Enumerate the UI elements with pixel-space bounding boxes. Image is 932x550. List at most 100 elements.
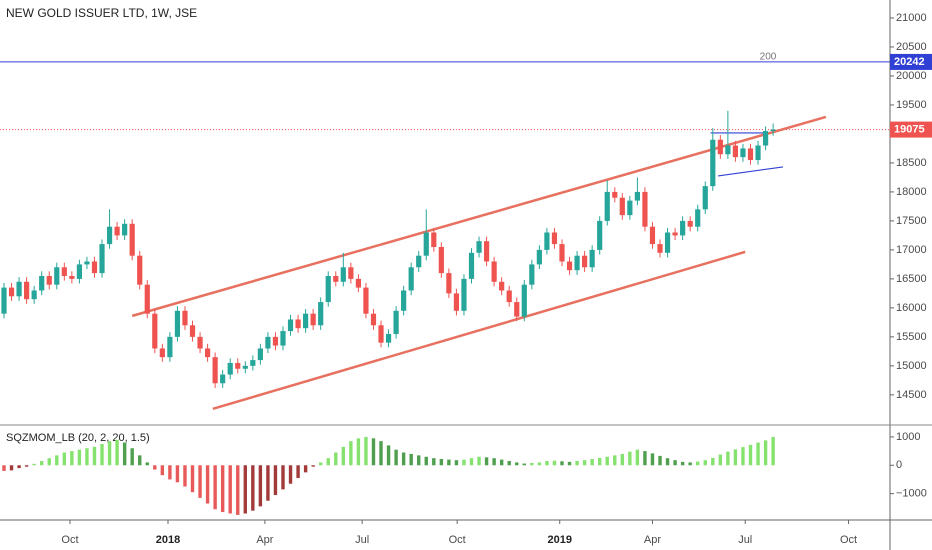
momentum-bar	[92, 446, 97, 466]
candle-body	[438, 246, 444, 274]
y-tick-label: −1000	[896, 488, 927, 500]
candle-body	[551, 232, 558, 245]
candle-body	[476, 241, 482, 253]
momentum-bar	[251, 465, 255, 511]
momentum-bar	[673, 460, 677, 466]
candle-body	[295, 319, 301, 329]
momentum-bar	[32, 463, 36, 466]
candle-body	[401, 290, 407, 311]
x-tick-label: 2018	[156, 534, 180, 546]
candle-body	[46, 275, 52, 285]
candle-body	[627, 200, 633, 216]
candle-body	[129, 223, 135, 256]
momentum-bar	[311, 465, 315, 467]
momentum-bar	[530, 463, 534, 466]
candle-body	[378, 325, 384, 343]
x-tick-label: Jul	[355, 534, 369, 546]
candle-body	[348, 267, 354, 279]
candle-body	[303, 313, 309, 329]
momentum-bar	[258, 465, 263, 507]
candle-body	[680, 220, 686, 236]
candle-body	[24, 281, 30, 300]
momentum-bar	[356, 438, 361, 466]
price-tag-label: 20242	[894, 56, 925, 68]
candle-body	[385, 333, 392, 343]
candle-body	[536, 249, 542, 265]
candle-body	[69, 275, 75, 279]
momentum-bar	[281, 465, 285, 490]
candle-body	[393, 310, 399, 334]
y-tick-label: 16000	[896, 302, 927, 314]
momentum-bar	[590, 459, 594, 466]
candle-body	[612, 191, 618, 198]
momentum-bar	[499, 459, 504, 466]
momentum-bar	[447, 459, 451, 466]
y-tick-label: 18000	[896, 186, 927, 198]
candle-body	[159, 348, 165, 358]
momentum-bar	[266, 465, 270, 501]
momentum-bar	[756, 442, 760, 466]
x-tick-label: Oct	[840, 534, 857, 546]
candle-body	[597, 220, 603, 250]
momentum-bar	[288, 465, 293, 484]
momentum-bar	[643, 451, 647, 466]
candle-body	[363, 287, 369, 314]
momentum-bar	[341, 446, 346, 466]
candle-body	[114, 226, 120, 236]
y-tick-label: 20000	[896, 70, 927, 82]
candle-body	[144, 284, 150, 314]
momentum-bar	[492, 458, 496, 466]
momentum-bar	[469, 458, 474, 466]
momentum-bar	[733, 449, 738, 466]
momentum-bar	[334, 452, 338, 466]
price-tag-label: 19075	[894, 123, 925, 135]
candle-body	[619, 197, 625, 216]
momentum-bar	[620, 453, 625, 466]
x-tick-label: Jul	[738, 534, 752, 546]
momentum-bar	[507, 461, 511, 466]
candle-body	[84, 261, 90, 265]
candle-body	[227, 362, 233, 375]
candle-body	[174, 310, 181, 337]
candle-body	[672, 232, 678, 236]
momentum-bar	[364, 436, 368, 466]
momentum-bar	[213, 465, 217, 510]
candle-body	[431, 232, 437, 247]
momentum-bar	[424, 456, 428, 466]
momentum-bar	[122, 442, 127, 466]
momentum-bar	[160, 465, 165, 476]
y-tick-label: 21000	[896, 12, 927, 24]
candle-body	[740, 148, 746, 158]
candle-body	[99, 244, 105, 274]
y-tick-label: 18500	[896, 157, 927, 169]
candle-body	[122, 223, 128, 236]
candle-body	[695, 209, 701, 227]
y-tick-label: 20500	[896, 41, 927, 53]
x-tick-label: Oct	[61, 534, 78, 546]
y-tick-label: 17000	[896, 244, 927, 256]
momentum-bar	[39, 461, 44, 466]
candle-body	[212, 357, 218, 384]
candle-body	[710, 139, 716, 187]
candle-body	[506, 290, 512, 303]
momentum-bar	[303, 465, 308, 473]
momentum-bar	[379, 441, 383, 466]
candle-body	[167, 336, 173, 358]
candle-body	[717, 139, 723, 155]
candle-body	[634, 191, 640, 201]
momentum-bar	[85, 448, 89, 466]
momentum-bar	[522, 463, 526, 466]
momentum-bar	[665, 458, 670, 466]
candle-body	[529, 264, 535, 285]
candle-body	[204, 348, 211, 358]
candle-body	[446, 273, 452, 294]
candle-body	[197, 336, 203, 349]
momentum-bar	[597, 457, 602, 466]
momentum-bar	[439, 459, 444, 466]
candle-body	[318, 302, 324, 326]
y-tick-label: 17500	[896, 215, 927, 227]
candle-body	[61, 267, 67, 276]
y-tick-label: 0	[896, 459, 902, 471]
